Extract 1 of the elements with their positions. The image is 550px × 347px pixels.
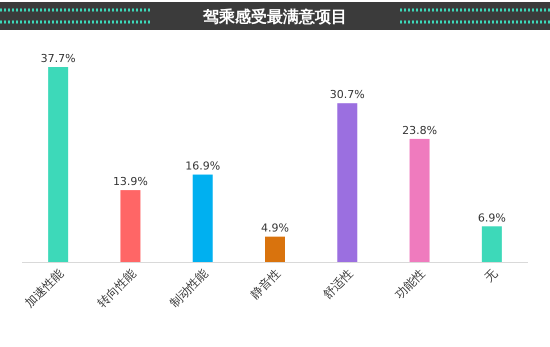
title: 驾乘感受最满意项目 (203, 7, 347, 26)
